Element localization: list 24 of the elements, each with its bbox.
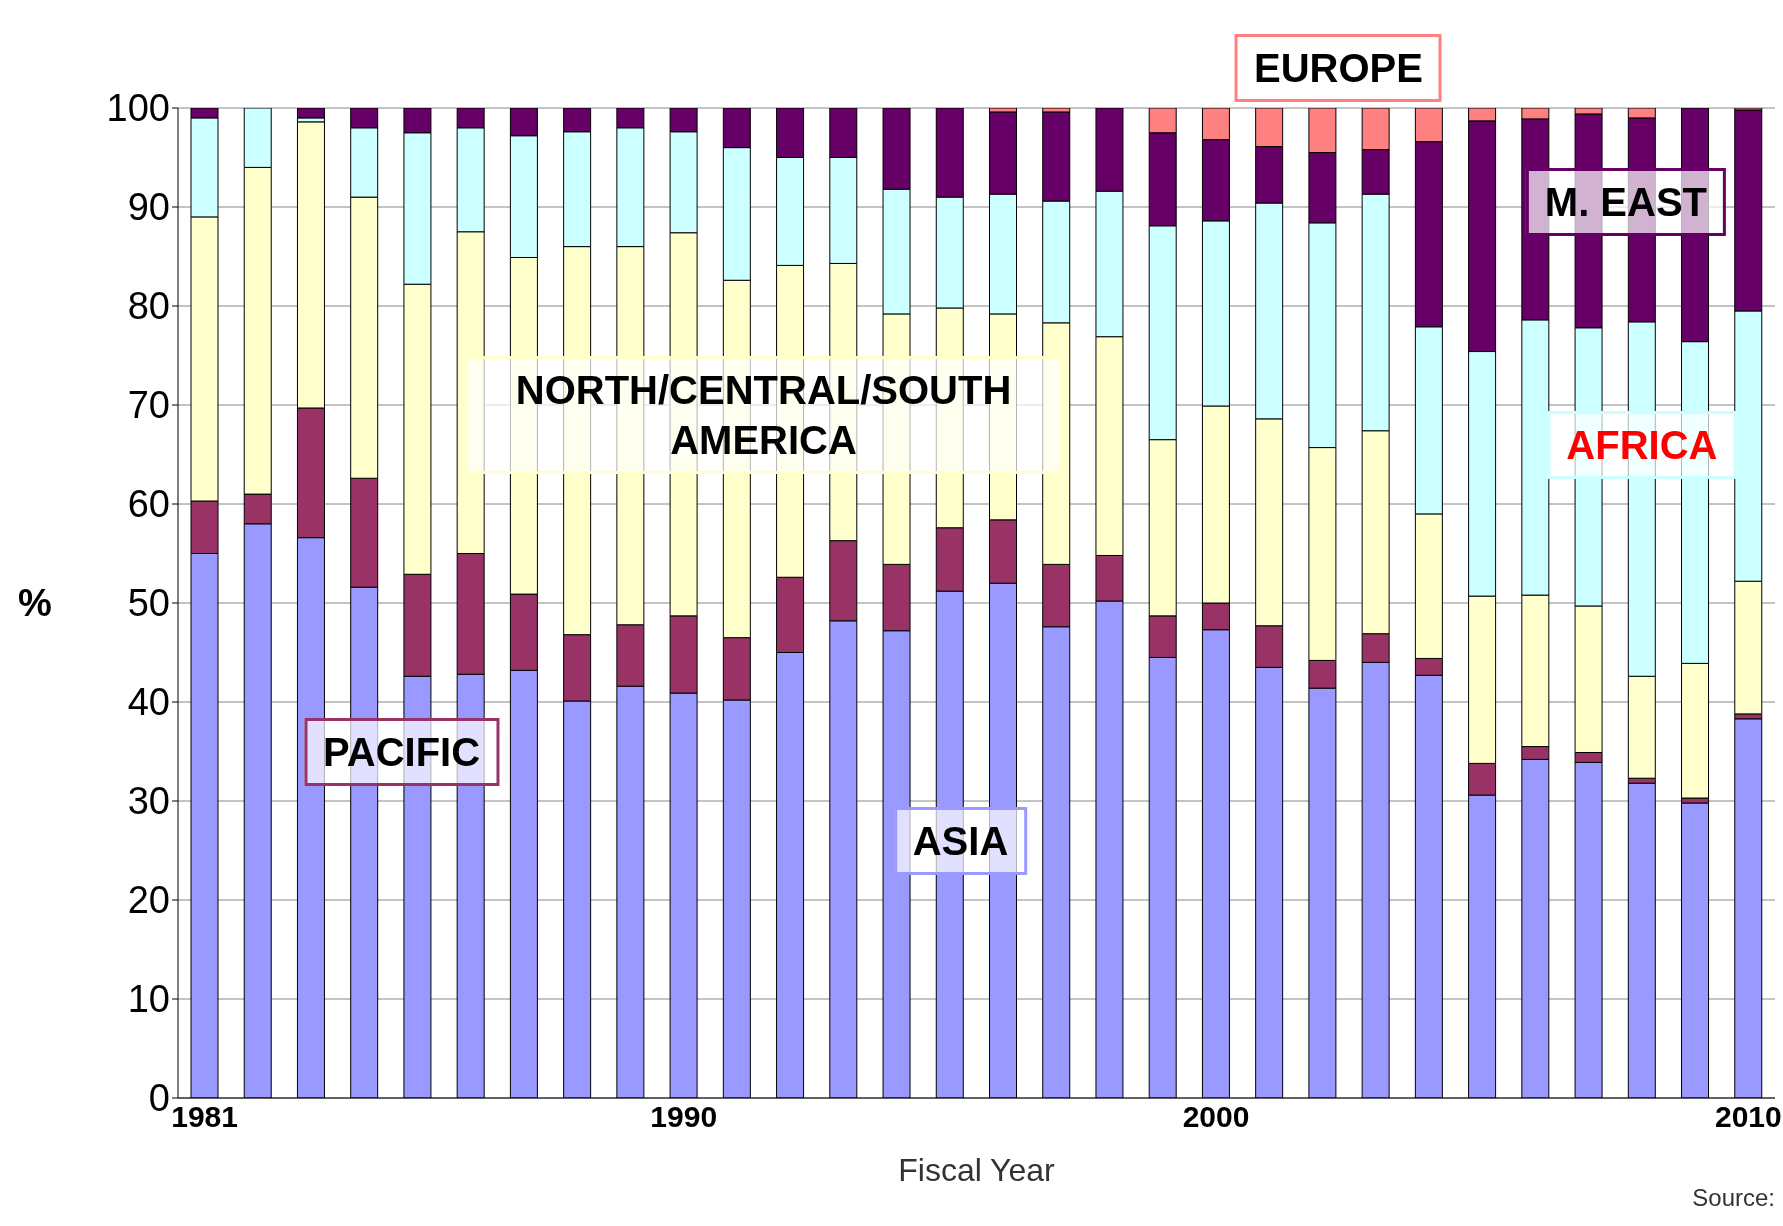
y-tick-label: 0 [148,1077,170,1120]
series-label: EUROPE [1235,34,1442,103]
x-tick-label: 2010 [1715,1100,1782,1134]
y-axis-title: % [18,582,52,625]
x-axis-title: Fiscal Year [898,1151,1056,1188]
y-tick-label: 90 [127,186,170,229]
series-label: AFRICA [1547,410,1737,479]
series-label: NORTH/CENTRAL/SOUTH AMERICA [464,355,1063,474]
y-tick-label: 70 [127,384,170,427]
series-label: PACIFIC [304,717,500,786]
x-tick-label: 1990 [650,1100,718,1134]
y-tick-label: 60 [127,483,170,526]
series-label: M. EAST [1525,168,1727,237]
y-tick-label: 40 [127,681,170,724]
y-tick-label: 30 [127,780,170,823]
x-tick-label: 1981 [171,1100,238,1134]
series-label: ASIA [893,806,1028,875]
y-tick-label: 50 [127,582,170,625]
y-tick-label: 80 [127,285,170,328]
y-tick-label: 100 [106,87,170,130]
x-tick-label: 2000 [1182,1100,1250,1134]
y-tick-label: 20 [127,879,170,922]
source-note: Source: [1692,1184,1775,1212]
y-tick-label: 10 [127,978,170,1021]
